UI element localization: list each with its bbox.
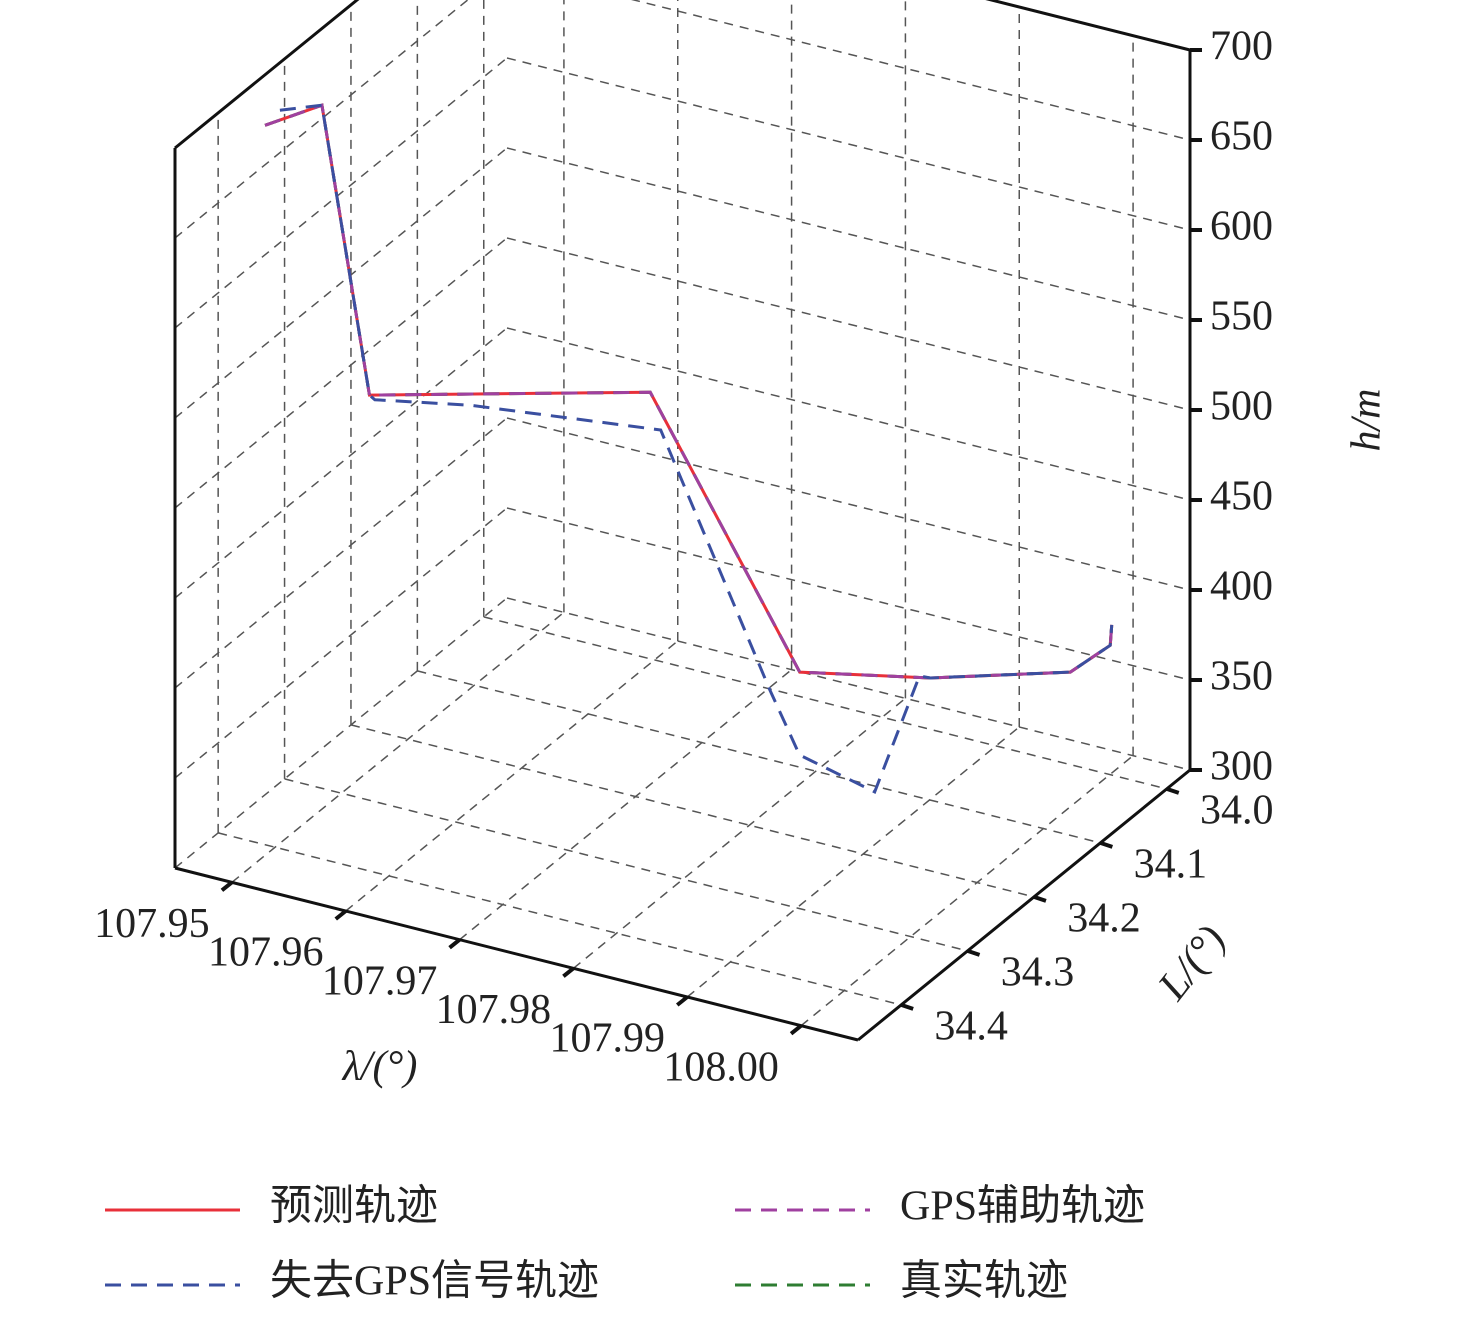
trajectory [264, 103, 1114, 680]
grid-line [506, 147, 1191, 321]
x-tick [220, 880, 234, 892]
z-tick-label: 700 [1210, 24, 1273, 70]
y-tick [900, 1003, 914, 1011]
z-tick-label: 350 [1210, 654, 1273, 700]
legend-label: 预测轨迹 [270, 1184, 438, 1230]
grid-line [630, 0, 1191, 141]
z-tick-label: 600 [1210, 204, 1273, 250]
box-edge [857, 768, 1191, 1042]
grid-line [174, 597, 508, 869]
x-tick-label: 107.98 [436, 987, 552, 1033]
y-tick [966, 949, 981, 957]
grid-line [483, 616, 1167, 790]
x-tick-label: 107.99 [550, 1016, 666, 1062]
grid-line [231, 611, 565, 883]
z-tick-label: 550 [1210, 294, 1273, 340]
grid-line [217, 832, 902, 1006]
x-tick-label: 107.95 [94, 901, 210, 947]
y-tick [1166, 787, 1180, 795]
box-edge [174, 0, 360, 150]
trajectory [264, 103, 1114, 680]
grid-line [506, 57, 1191, 231]
z-tick-label: 400 [1210, 564, 1273, 610]
grid-line [174, 0, 359, 149]
grid-line [174, 57, 508, 329]
trajectory [279, 103, 1114, 794]
y-tick [1033, 895, 1047, 903]
y-tick-label: 34.3 [1001, 950, 1075, 996]
grid-line [506, 507, 1191, 681]
legend-label: 失去GPS信号轨迹 [270, 1259, 599, 1305]
grid-line [506, 417, 1191, 591]
x-tick [789, 1024, 803, 1036]
grid-line [506, 597, 1191, 771]
grid-line [686, 726, 1020, 998]
grid-line [572, 697, 906, 969]
trajectory [264, 103, 1114, 680]
grid-line [800, 755, 1134, 1027]
box-edge [174, 866, 859, 1042]
grid-line [284, 778, 968, 952]
grid-line [174, 0, 469, 239]
z-axis-label: h/m [1344, 389, 1390, 452]
grid-line [174, 507, 508, 779]
y-tick-label: 34.0 [1200, 788, 1274, 834]
x-tick [334, 909, 347, 921]
grid-line [506, 327, 1191, 501]
y-axis-label: L/(°) [1149, 917, 1235, 1009]
grid-line [174, 237, 508, 509]
box-edge [985, 0, 1191, 52]
y-tick-label: 34.1 [1134, 842, 1208, 888]
x-tick [448, 938, 461, 950]
grid-line [174, 327, 508, 599]
grid-line [417, 670, 1101, 844]
grid-line [506, 237, 1191, 411]
x-tick [676, 995, 689, 1007]
legend-label: 真实轨迹 [900, 1258, 1068, 1305]
z-tick-label: 650 [1210, 114, 1273, 160]
x-tick [562, 966, 575, 978]
x-axis-label: λ/(°) [341, 1044, 418, 1090]
y-tick-label: 34.4 [934, 1004, 1008, 1050]
x-tick-label: 108.00 [663, 1044, 779, 1090]
z-tick-label: 450 [1210, 474, 1273, 520]
grid-line [459, 669, 793, 941]
y-tick [1099, 841, 1113, 849]
x-tick-label: 107.96 [208, 930, 324, 976]
grid-line [174, 147, 508, 419]
z-tick-label: 500 [1210, 384, 1273, 430]
x-tick-label: 107.97 [322, 958, 438, 1004]
grid-line [350, 724, 1035, 898]
grid-line [174, 417, 508, 689]
legend-label: GPS辅助轨迹 [900, 1184, 1145, 1230]
z-tick-label: 300 [1210, 744, 1273, 790]
grid-line [345, 640, 679, 912]
y-tick-label: 34.2 [1067, 896, 1141, 942]
